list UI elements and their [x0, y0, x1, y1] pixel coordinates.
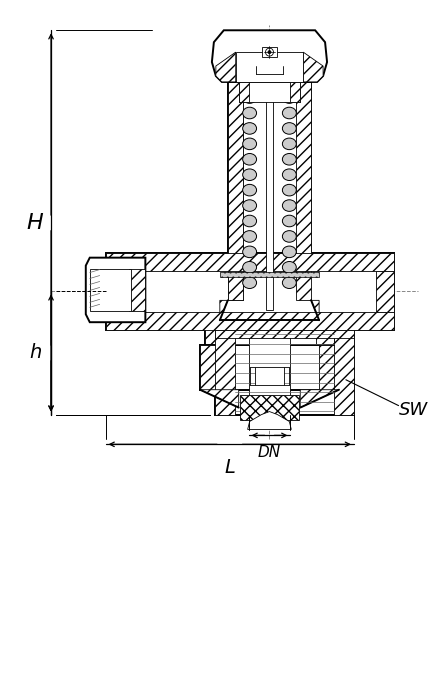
Bar — [249, 330, 290, 414]
Text: SW: SW — [399, 400, 428, 419]
Ellipse shape — [243, 169, 256, 181]
Ellipse shape — [283, 107, 296, 119]
Bar — [106, 253, 394, 271]
Ellipse shape — [283, 153, 296, 165]
Bar — [228, 82, 243, 300]
Ellipse shape — [283, 262, 296, 273]
Bar — [220, 272, 319, 276]
Bar — [262, 47, 277, 57]
Ellipse shape — [283, 277, 296, 288]
Bar — [266, 82, 273, 310]
Bar — [106, 312, 394, 330]
Bar — [238, 82, 249, 102]
Bar — [238, 82, 300, 102]
Ellipse shape — [283, 169, 296, 181]
Bar — [316, 320, 334, 345]
Circle shape — [266, 48, 273, 56]
Ellipse shape — [283, 92, 296, 104]
Bar — [376, 271, 394, 312]
Bar — [129, 269, 145, 312]
Polygon shape — [212, 30, 327, 82]
Bar — [106, 253, 394, 330]
Ellipse shape — [243, 230, 256, 242]
Bar — [228, 82, 311, 300]
Polygon shape — [216, 52, 236, 82]
Ellipse shape — [243, 107, 256, 119]
Bar — [290, 82, 300, 102]
Ellipse shape — [243, 92, 256, 104]
Polygon shape — [311, 300, 319, 320]
Bar — [255, 367, 284, 385]
Ellipse shape — [283, 122, 296, 134]
Bar — [334, 330, 354, 414]
Ellipse shape — [283, 199, 296, 211]
Bar — [215, 330, 354, 414]
Bar — [215, 330, 235, 414]
Text: L: L — [224, 458, 235, 477]
Bar — [205, 320, 334, 345]
Text: DN: DN — [258, 445, 281, 461]
Polygon shape — [220, 300, 228, 320]
Ellipse shape — [283, 246, 296, 258]
Bar — [236, 52, 303, 82]
Polygon shape — [303, 52, 323, 82]
Circle shape — [268, 50, 271, 54]
Bar — [200, 345, 220, 390]
Text: H: H — [27, 213, 44, 233]
Ellipse shape — [283, 138, 296, 150]
Bar — [200, 345, 339, 390]
Ellipse shape — [283, 230, 296, 242]
Bar — [296, 82, 311, 300]
Polygon shape — [248, 412, 291, 429]
Bar — [90, 269, 132, 312]
Ellipse shape — [243, 184, 256, 196]
Ellipse shape — [243, 138, 256, 150]
Polygon shape — [86, 258, 145, 322]
Bar — [228, 82, 243, 300]
Bar — [100, 271, 129, 309]
Bar — [205, 320, 223, 345]
Ellipse shape — [243, 277, 256, 288]
Ellipse shape — [283, 215, 296, 227]
Bar — [240, 395, 299, 419]
Polygon shape — [300, 390, 339, 407]
Text: h: h — [29, 344, 41, 363]
Bar — [106, 271, 123, 312]
Bar — [215, 330, 354, 338]
Polygon shape — [200, 390, 238, 407]
Ellipse shape — [283, 184, 296, 196]
Ellipse shape — [243, 246, 256, 258]
Ellipse shape — [243, 122, 256, 134]
Ellipse shape — [243, 262, 256, 273]
Bar — [319, 345, 339, 390]
Ellipse shape — [243, 199, 256, 211]
Ellipse shape — [243, 215, 256, 227]
Ellipse shape — [243, 153, 256, 165]
